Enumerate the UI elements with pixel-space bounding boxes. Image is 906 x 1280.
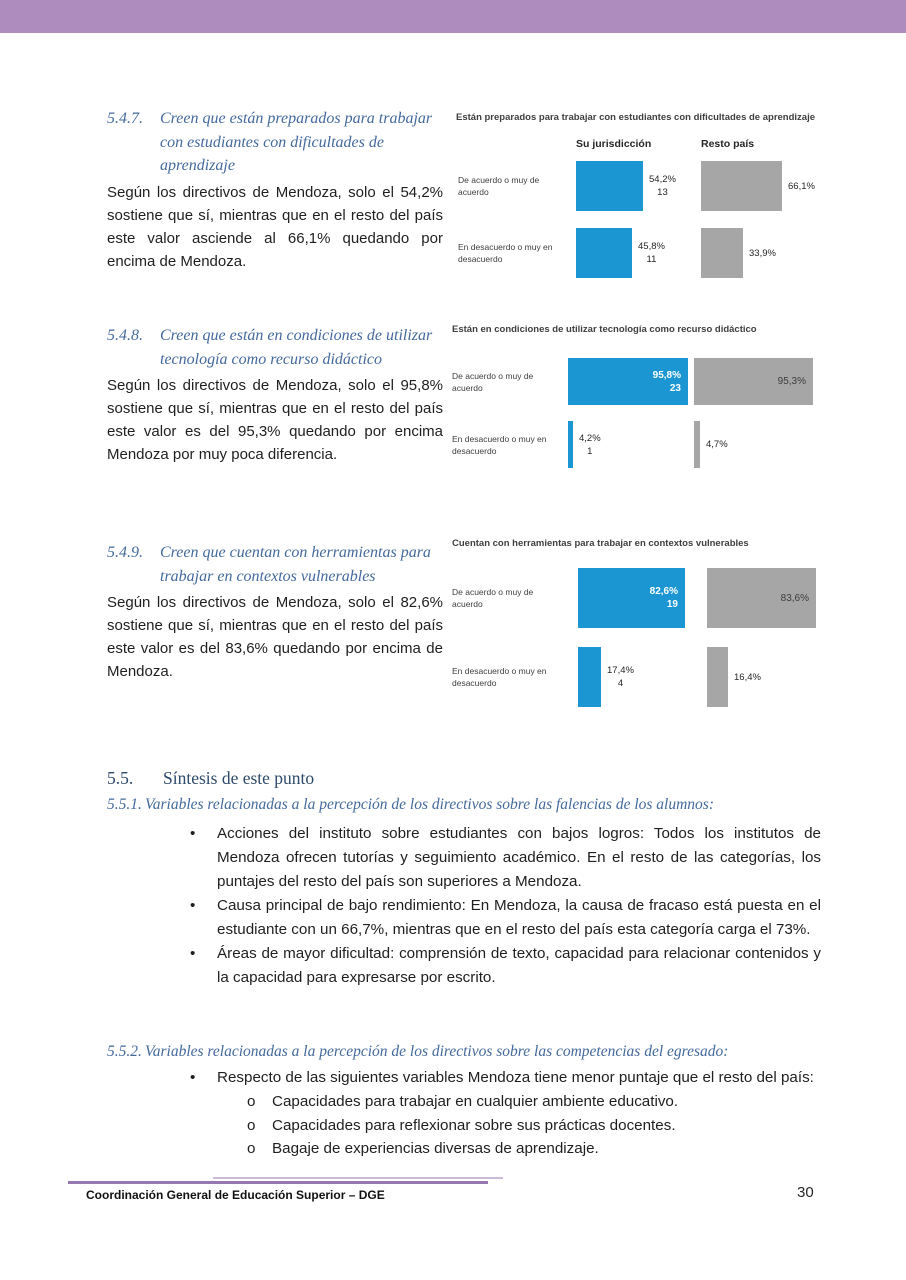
bullet-list-552: • Respecto de las siguientes variables M…	[190, 1066, 821, 1090]
sub-bullet-list: o Capacidades para trabajar en cualquier…	[247, 1090, 807, 1161]
chart-row: De acuerdo o muy de acuerdo 82,6% 19 83,6%	[440, 568, 870, 628]
bar-resto-pais	[707, 647, 728, 707]
section-5-5: 5.5. Síntesis de este punto	[107, 768, 821, 789]
section-number: 5.4.7.	[107, 110, 143, 127]
section-number: 5.5.1.	[107, 796, 142, 813]
chart-category-label: De acuerdo o muy de acuerdo	[458, 175, 540, 197]
bar-resto-pais	[694, 421, 700, 468]
section-5-5-2: 5.5.2. Variables relacionadas a la perce…	[107, 1043, 821, 1061]
circle-bullet-icon: o	[247, 1093, 256, 1110]
bar-resto-pais: 95,3%	[694, 358, 813, 405]
bar-su-jurisdiccion	[578, 647, 601, 707]
chart-category-label: De acuerdo o muy de acuerdo	[452, 370, 534, 393]
bar-chart-3: Cuentan con herramientas para trabajar e…	[440, 538, 870, 718]
section-title: Creen que están preparados para trabajar…	[160, 110, 433, 174]
section-title: Creen que cuentan con herramientas para …	[160, 544, 431, 585]
section-5-4-7: 5.4.7. Creen que están preparados para t…	[107, 107, 443, 273]
bullet-icon: •	[190, 945, 196, 962]
circle-bullet-icon: o	[247, 1140, 256, 1157]
bar-su-jurisdiccion: 82,6% 19	[578, 568, 685, 628]
section-5-4-9: 5.4.9. Creen que cuentan con herramienta…	[107, 541, 443, 683]
list-item: o Capacidades para reflexionar sobre sus…	[247, 1114, 807, 1138]
list-item: o Capacidades para trabajar en cualquier…	[247, 1090, 807, 1114]
bar-value-label: 45,8% 11	[638, 241, 665, 265]
bar-value-label: 83,6%	[780, 592, 809, 604]
chart-row: De acuerdo o muy de acuerdo 95,8% 23 95,3%	[440, 358, 870, 405]
circle-bullet-icon: o	[247, 1116, 256, 1134]
chart-category-label: En desacuerdo o muy en desacuerdo	[452, 433, 547, 456]
section-number: 5.4.8.	[107, 327, 143, 344]
section-title: Variables relacionadas a la percepción d…	[145, 1043, 729, 1060]
section-heading: 5.4.8. Creen que están en condiciones de…	[107, 324, 443, 371]
bar-value-label: 82,6% 19	[649, 586, 678, 610]
list-item: • Causa principal de bajo rendimiento: E…	[190, 894, 821, 942]
section-title: Variables relacionadas a la percepción d…	[145, 796, 714, 813]
section-number: 5.4.9.	[107, 544, 143, 561]
section-paragraph: Según los directivos de Mendoza, solo el…	[107, 594, 443, 680]
list-item: • Acciones del instituto sobre estudiant…	[190, 822, 821, 894]
bar-value-label: 4,7%	[706, 439, 728, 450]
page-number: 30	[797, 1184, 814, 1201]
chart-row: En desacuerdo o muy en desacuerdo 4,2% 1 4,…	[440, 421, 870, 468]
chart-column-header: Resto país	[701, 138, 755, 150]
section-heading: 5.4.7. Creen que están preparados para t…	[107, 107, 443, 178]
bar-value-label: 4,2% 1	[579, 432, 601, 457]
chart-title: Están en condiciones de utilizar tecnolo…	[452, 324, 757, 335]
chart-category-label: En desacuerdo o muy en desacuerdo	[458, 242, 553, 264]
chart-row: En desacuerdo o muy en desacuerdo 17,4% 4 1…	[440, 647, 870, 707]
section-number: 5.5.	[107, 768, 134, 788]
section-5-4-8: 5.4.8. Creen que están en condiciones de…	[107, 324, 443, 466]
list-item: • Respecto de las siguientes variables M…	[190, 1066, 821, 1090]
bar-resto-pais: 83,6%	[707, 568, 816, 628]
bullet-icon: •	[190, 1069, 196, 1086]
footer-rule-faint	[213, 1177, 503, 1179]
bar-su-jurisdiccion	[568, 421, 573, 468]
bar-chart-1: Están preparados para trabajar con estud…	[440, 112, 870, 292]
section-paragraph: Según los directivos de Mendoza, solo el…	[107, 183, 443, 270]
subsection-heading: 5.5.2. Variables relacionadas a la perce…	[107, 1043, 821, 1061]
bar-value-label: 33,9%	[749, 247, 776, 259]
bar-value-label: 95,3%	[777, 376, 806, 387]
chart-category-label: De acuerdo o muy de acuerdo	[452, 587, 534, 609]
chart-category-label: En desacuerdo o muy en desacuerdo	[452, 666, 547, 688]
page-header-bar	[0, 0, 906, 33]
bar-value-label: 17,4% 4	[607, 665, 634, 689]
bar-resto-pais	[701, 161, 782, 211]
bullet-icon: •	[190, 897, 196, 914]
section-number: 5.5.2.	[107, 1043, 142, 1060]
bar-value-label: 54,2% 13	[649, 174, 676, 198]
list-item: • Áreas de mayor dificultad: comprensión…	[190, 942, 821, 990]
chart-column-header: Su jurisdicción	[576, 138, 652, 150]
synthesis-heading: 5.5. Síntesis de este punto	[107, 768, 821, 789]
bar-value-label: 16,4%	[734, 671, 761, 683]
footer-text: Coordinación General de Educación Superi…	[86, 1188, 385, 1202]
bar-resto-pais	[701, 228, 743, 278]
section-heading: 5.4.9. Creen que cuentan con herramienta…	[107, 541, 443, 588]
section-title: Síntesis de este punto	[163, 768, 315, 788]
section-paragraph: Según los directivos de Mendoza, solo el…	[107, 377, 443, 463]
bar-su-jurisdiccion	[576, 161, 643, 211]
footer-rule	[68, 1181, 488, 1184]
bullet-icon: •	[190, 825, 196, 842]
chart-title: Están preparados para trabajar con estud…	[456, 112, 815, 123]
section-title: Creen que están en condiciones de utiliz…	[160, 327, 433, 368]
bar-su-jurisdiccion	[576, 228, 632, 278]
bar-value-label: 95,8% 23	[652, 369, 681, 394]
chart-row: En desacuerdo o muy en desacuerdo 45,8% 11…	[440, 228, 870, 278]
chart-title: Cuentan con herramientas para trabajar e…	[452, 538, 749, 549]
bullet-list-551: • Acciones del instituto sobre estudiant…	[190, 822, 821, 990]
section-5-5-1: 5.5.1. Variables relacionadas a la perce…	[107, 796, 821, 814]
chart-row: De acuerdo o muy de acuerdo 54,2% 13 66,1%	[440, 161, 870, 211]
subsection-heading: 5.5.1. Variables relacionadas a la perce…	[107, 796, 821, 814]
list-item: o Bagaje de experiencias diversas de apr…	[247, 1137, 807, 1161]
bar-chart-2: Están en condiciones de utilizar tecnolo…	[440, 324, 870, 504]
bar-value-label: 66,1%	[788, 180, 815, 192]
bar-su-jurisdiccion: 95,8% 23	[568, 358, 688, 405]
